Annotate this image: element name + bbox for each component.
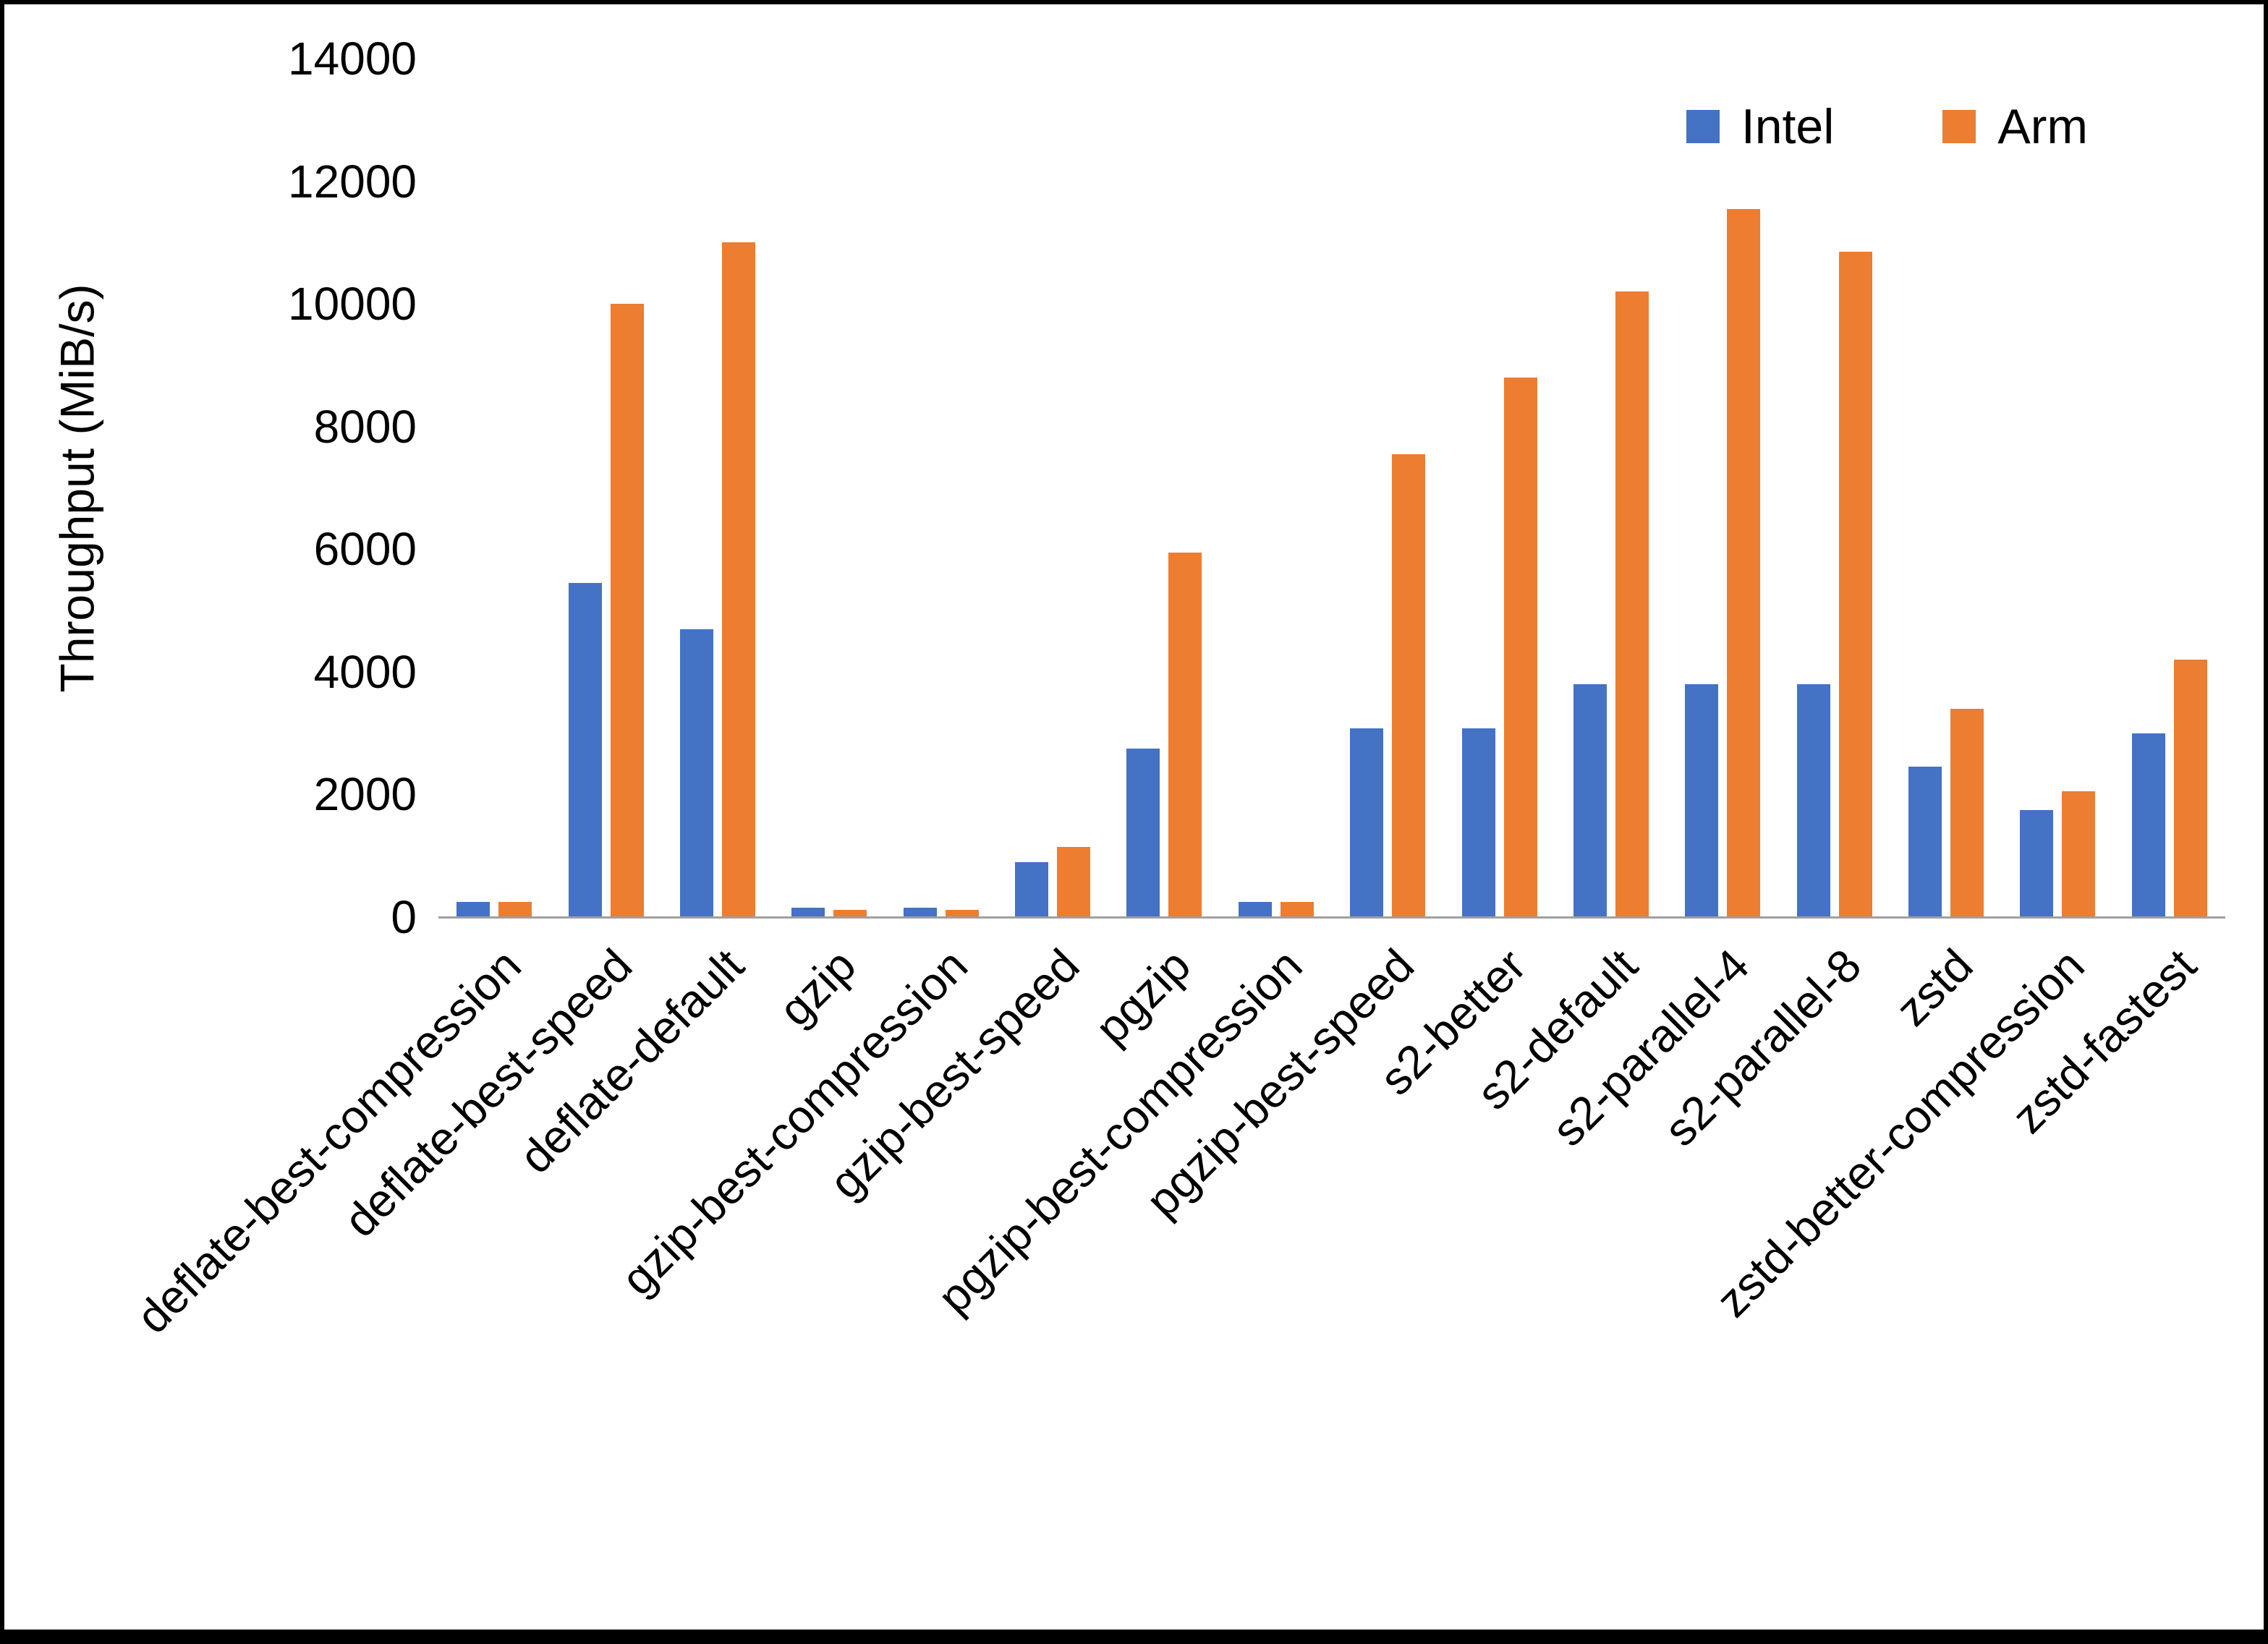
bar-intel-s2-parallel-4 bbox=[1685, 683, 1719, 917]
bar-arm-deflate-default bbox=[721, 242, 755, 917]
x-axis-line bbox=[438, 916, 2225, 919]
bar-intel-gzip-best-compression bbox=[903, 908, 937, 917]
y-tick-label: 14000 bbox=[288, 33, 417, 85]
bar-group-s2-parallel-4 bbox=[1667, 59, 1778, 917]
bar-intel-deflate-best-speed bbox=[568, 582, 602, 917]
legend-label-arm: Arm bbox=[1997, 99, 2088, 154]
bar-arm-gzip-best-speed bbox=[1057, 846, 1091, 917]
bar-intel-zstd-fastest bbox=[2131, 733, 2165, 917]
bar-group-deflate-best-speed bbox=[550, 59, 661, 917]
x-label-slot: zstd-fastest bbox=[2002, 934, 2225, 1621]
bar-group-deflate-best-compression bbox=[438, 59, 550, 917]
bar-arm-zstd-better-compression bbox=[2062, 791, 2096, 917]
y-axis-title: Throughput (MiB/s) bbox=[26, 59, 127, 917]
y-tick-label: 6000 bbox=[313, 523, 417, 576]
bar-group-gzip-best-compression bbox=[885, 59, 997, 917]
bar-intel-zstd-better-compression bbox=[2020, 809, 2054, 917]
plot-area: Intel Arm bbox=[438, 59, 2225, 919]
bar-intel-s2-better bbox=[1461, 728, 1495, 917]
bar-arm-gzip bbox=[833, 909, 867, 917]
bar-intel-s2-parallel-8 bbox=[1796, 683, 1830, 917]
bar-arm-pgzip-best-compression bbox=[1280, 901, 1314, 917]
legend-swatch-intel bbox=[1686, 110, 1720, 143]
y-tick-label: 8000 bbox=[313, 400, 417, 453]
bar-group-pgzip bbox=[1108, 59, 1220, 917]
bar-intel-pgzip-best-speed bbox=[1350, 728, 1384, 917]
bar-intel-deflate-default bbox=[679, 629, 713, 917]
bar-arm-zstd-fastest bbox=[2173, 659, 2207, 917]
bar-group-zstd-better-compression bbox=[2002, 59, 2113, 917]
legend-item-arm: Arm bbox=[1942, 98, 2088, 155]
y-axis-title-text: Throughput (MiB/s) bbox=[50, 284, 103, 692]
bar-arm-s2-parallel-4 bbox=[1727, 208, 1761, 917]
bar-intel-zstd bbox=[1908, 767, 1942, 917]
y-axis-tick-labels: 0 2000 4000 6000 8000 10000 12000 14000 bbox=[127, 35, 417, 940]
bar-arm-s2-better bbox=[1503, 377, 1537, 917]
bar-arm-s2-default bbox=[1615, 291, 1649, 917]
legend-item-intel: Intel bbox=[1686, 98, 1835, 155]
bar-group-pgzip-best-speed bbox=[1332, 59, 1443, 917]
x-label-slot: deflate-default bbox=[509, 934, 773, 1621]
bar-group-s2-better bbox=[1443, 59, 1555, 917]
bars-container bbox=[438, 59, 2225, 917]
y-tick-label: 0 bbox=[391, 891, 417, 943]
bar-arm-s2-parallel-8 bbox=[1838, 252, 1872, 917]
bar-arm-pgzip-best-speed bbox=[1392, 453, 1426, 917]
y-tick-label: 2000 bbox=[313, 768, 417, 821]
y-tick-label: 4000 bbox=[313, 645, 417, 698]
bar-group-gzip-best-speed bbox=[997, 59, 1108, 917]
bar-group-deflate-default bbox=[662, 59, 773, 917]
bar-intel-s2-default bbox=[1573, 683, 1607, 917]
legend-swatch-arm bbox=[1942, 110, 1976, 143]
bar-arm-gzip-best-compression bbox=[945, 909, 979, 917]
bar-group-s2-parallel-8 bbox=[1779, 59, 1890, 917]
bar-group-s2-default bbox=[1555, 59, 1667, 917]
legend: Intel Arm bbox=[1686, 98, 2088, 155]
y-tick-label: 12000 bbox=[288, 155, 417, 208]
bar-arm-pgzip bbox=[1168, 552, 1202, 917]
bar-arm-zstd bbox=[1950, 708, 1984, 917]
y-tick-label: 10000 bbox=[288, 278, 417, 331]
bar-intel-gzip bbox=[791, 908, 825, 917]
bar-intel-pgzip-best-compression bbox=[1238, 901, 1272, 917]
x-tick-label-zstd: zstd bbox=[1885, 939, 1983, 1036]
x-label-slot: s2-parallel-8 bbox=[1654, 934, 1890, 1621]
legend-label-intel: Intel bbox=[1741, 99, 1835, 154]
bar-group-gzip bbox=[773, 59, 885, 917]
bar-intel-pgzip bbox=[1126, 748, 1160, 917]
bar-arm-deflate-best-speed bbox=[610, 304, 644, 917]
bar-intel-gzip-best-speed bbox=[1015, 861, 1049, 917]
x-axis-labels: deflate-best-compression deflate-best-spe… bbox=[126, 934, 2225, 1621]
x-label-slot: gzip-best-speed bbox=[819, 934, 1108, 1621]
bar-group-zstd-fastest bbox=[2114, 59, 2225, 917]
x-tick-label-gzip: gzip bbox=[768, 939, 866, 1036]
bar-group-zstd bbox=[1890, 59, 2002, 917]
bar-group-pgzip-best-compression bbox=[1220, 59, 1332, 917]
bar-intel-deflate-best-compression bbox=[456, 901, 490, 917]
bar-arm-deflate-best-compression bbox=[498, 901, 532, 917]
